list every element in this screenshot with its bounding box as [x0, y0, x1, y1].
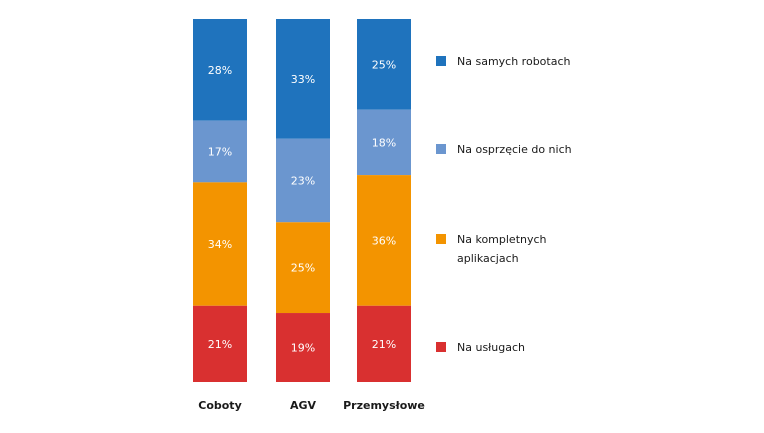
- bar-segment-coboty-na-samych-robotach: [193, 19, 247, 121]
- legend: Na samych robotach Na osprzęcie do nich Na…: [436, 55, 572, 354]
- legend-item-na-kompletnych-aplikacjach: Na kompletnych aplikacjach: [436, 233, 547, 265]
- legend-marker-na-kompletnych-aplikacjach: [436, 234, 446, 244]
- bar-segment-przemyslowe-na-osprzecie-do-nich: [357, 109, 411, 176]
- legend-label-na-osprzecie-do-nich: Na osprzęcie do nich: [457, 143, 572, 156]
- data-label-coboty-na-kompletnych-aplikacjach: 34%: [208, 238, 232, 251]
- data-label-coboty-na-osprzecie-do-nich: 17%: [208, 145, 232, 158]
- data-label-agv-na-samych-robotach: 33%: [291, 73, 315, 86]
- bars-layer: [193, 19, 411, 382]
- data-label-agv-na-kompletnych-aplikacjach: 25%: [291, 262, 315, 275]
- legend-item-na-uslugach: Na usługach: [436, 341, 525, 354]
- value-labels-layer: 28% 17% 34% 21% 33% 23% 25% 19% 25% 18% 36% 21%: [208, 58, 396, 354]
- bar-segment-przemyslowe-na-kompletnych-aplikacjach: [357, 175, 411, 306]
- category-label-agv: AGV: [290, 399, 317, 412]
- bar-segment-agv-na-uslugach: [276, 313, 330, 382]
- data-label-agv-na-osprzecie-do-nich: 23%: [291, 175, 315, 188]
- legend-marker-na-uslugach: [436, 342, 446, 352]
- data-label-przemyslowe-na-osprzecie-do-nich: 18%: [372, 136, 396, 149]
- data-label-przemyslowe-na-samych-robotach: 25%: [372, 58, 396, 71]
- legend-item-na-samych-robotach: Na samych robotach: [436, 55, 571, 68]
- category-label-przemyslowe: Przemysłowe: [343, 399, 425, 412]
- data-label-coboty-na-samych-robotach: 28%: [208, 64, 232, 77]
- bar-segment-coboty-na-uslugach: [193, 305, 247, 382]
- category-labels-layer: Coboty AGV Przemysłowe: [198, 399, 425, 412]
- legend-label-na-kompletnych-aplikacjach: Na kompletnych aplikacjach: [457, 233, 547, 265]
- legend-marker-na-samych-robotach: [436, 56, 446, 66]
- legend-marker-na-osprzecie-do-nich: [436, 144, 446, 154]
- bar-segment-przemyslowe-na-uslugach: [357, 305, 411, 382]
- legend-label-na-uslugach: Na usługach: [457, 341, 525, 354]
- bar-segment-przemyslowe-na-samych-robotach: [357, 19, 411, 110]
- data-label-przemyslowe-na-uslugach: 21%: [372, 338, 396, 351]
- legend-label-na-samych-robotach: Na samych robotach: [457, 55, 571, 68]
- data-label-coboty-na-uslugach: 21%: [208, 338, 232, 351]
- bar-segment-agv-na-osprzecie-do-nich: [276, 138, 330, 223]
- data-label-przemyslowe-na-kompletnych-aplikacjach: 36%: [372, 234, 396, 247]
- bar-segment-agv-na-kompletnych-aplikacjach: [276, 222, 330, 314]
- category-label-coboty: Coboty: [198, 399, 242, 412]
- legend-item-na-osprzecie-do-nich: Na osprzęcie do nich: [436, 143, 572, 156]
- bar-segment-agv-na-samych-robotach: [276, 19, 330, 139]
- bar-segment-coboty-na-osprzecie-do-nich: [193, 120, 247, 183]
- bar-segment-coboty-na-kompletnych-aplikacjach: [193, 182, 247, 306]
- data-label-agv-na-uslugach: 19%: [291, 342, 315, 355]
